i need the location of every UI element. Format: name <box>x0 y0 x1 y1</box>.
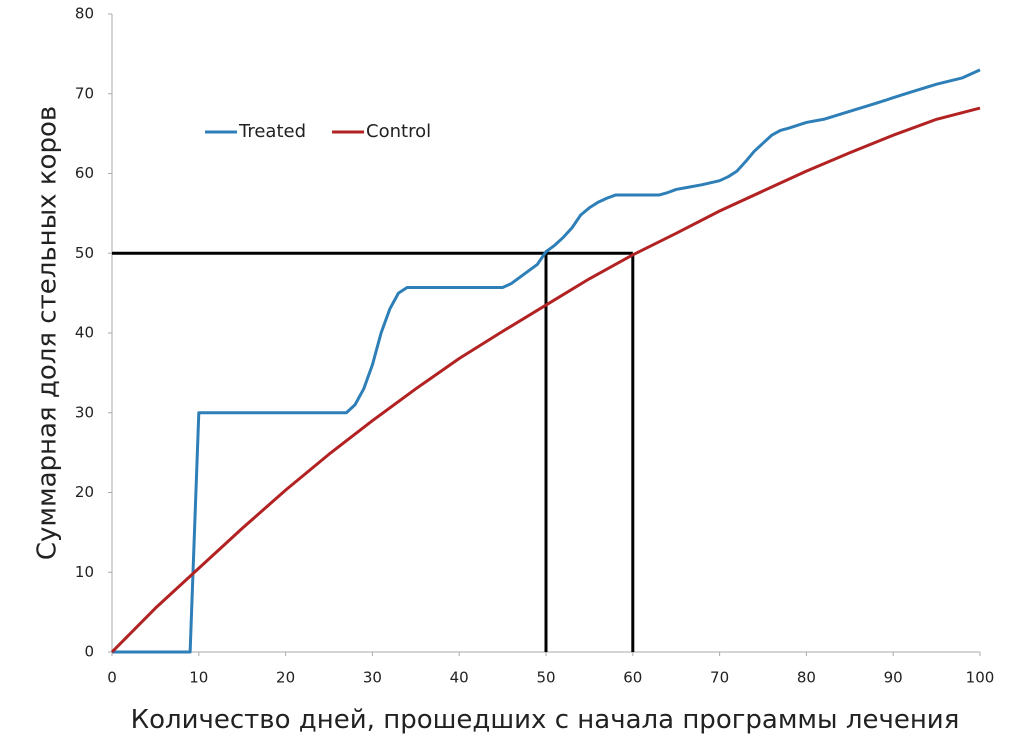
x-tick-label: 0 <box>107 669 117 687</box>
data-line <box>112 68 981 654</box>
x-tick-label: 10 <box>189 669 208 687</box>
y-tick-label: 80 <box>75 5 94 23</box>
x-tick-label: 100 <box>966 669 995 687</box>
x-tick-label: 40 <box>450 669 469 687</box>
y-tick-label: 70 <box>75 84 94 102</box>
y-axis-label: Суммарная доля стельных коров <box>33 106 63 560</box>
y-tick-label: 60 <box>75 164 94 182</box>
x-tick-label: 70 <box>710 669 729 687</box>
x-axis-label: Количество дней, прошедших с начала прог… <box>131 705 960 735</box>
x-tick-label: 20 <box>276 669 295 687</box>
data-line <box>110 106 981 654</box>
y-tick-label: 0 <box>84 643 94 661</box>
y-tick-label: 30 <box>75 403 94 421</box>
x-tick-label: 90 <box>884 669 903 687</box>
x-tick-label: 60 <box>623 669 642 687</box>
y-tick-label: 40 <box>75 324 94 342</box>
x-tick-label: 30 <box>363 669 382 687</box>
legend-label: Control <box>366 121 431 142</box>
x-tick-label: 80 <box>797 669 816 687</box>
legend-label: Treated <box>238 121 306 142</box>
y-tick-label: 50 <box>75 244 94 262</box>
x-tick-label: 50 <box>536 669 555 687</box>
y-tick-label: 10 <box>75 563 94 581</box>
y-tick-label: 20 <box>75 483 94 501</box>
